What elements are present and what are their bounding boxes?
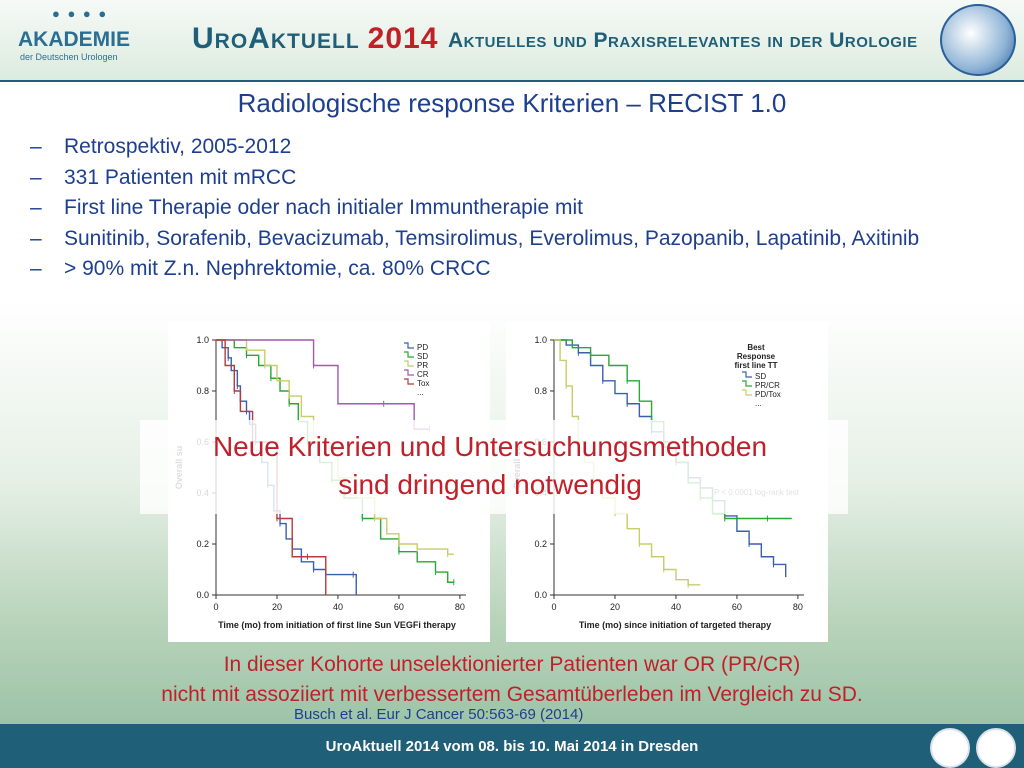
overlay-band [140,420,848,514]
slide-title: Radiologische response Kriterien – RECIS… [237,88,787,118]
bullet-item: – > 90% mit Z.n. Nephrektomie, ca. 80% CR… [30,254,930,285]
bullet-list: – Retrospektiv, 2005-2012 –331 Patienten … [30,132,930,285]
legend-title: Best [747,343,765,352]
slide-footer: UroAktuell 2014 vom 08. bis 10. Mai 2014… [0,724,1024,768]
x-tick-label: 40 [333,602,343,612]
bullet-text: Sunitinib, Sorafenib, Bevacizumab, Temsi… [64,226,920,250]
seal-left-icon [930,728,970,768]
anatomy-emblem-icon [940,4,1016,76]
bullet-text: 331 Patienten mit mRCC [64,165,297,189]
x-axis-label: Time (mo) since initiation of targeted t… [579,620,771,630]
y-tick-label: 1.0 [534,335,547,345]
y-tick-label: 0.2 [196,539,209,549]
conclusion: In dieser Kohorte unselektionierter Pati… [0,650,1024,710]
logo-symbols-icon: ● ● ● ● [52,6,109,21]
x-tick-label: 40 [671,602,681,612]
legend-swatch [404,351,414,358]
conclusion-line-1: In dieser Kohorte unselektionierter Pati… [223,653,801,676]
y-tick-label: 0.0 [196,590,209,600]
bullet-item: –331 Patienten mit mRCC [30,163,930,194]
brand-name: UroAktuell [192,22,360,55]
x-axis-label: Time (mo) from initiation of first line … [218,620,456,630]
legend-label: SD [417,352,428,361]
overlay-line-1: Neue Kriterien und Untersuchungsmethoden [212,431,768,462]
legend-swatch [742,389,752,396]
bullet-item: – Sunitinib, Sorafenib, Bevacizumab, Tems… [30,224,930,255]
logo-wordmark: AKADEMIE [18,28,131,51]
legend-swatch [742,380,752,387]
logo-subtitle: der Deutschen Urologen [20,52,118,62]
y-tick-label: 1.0 [196,335,209,345]
legend-swatch [742,371,752,378]
y-tick-label: 0.2 [534,539,547,549]
seal-right-icon [976,728,1016,768]
legend-more: ... [755,399,762,408]
x-tick-label: 60 [394,602,404,612]
legend-more: ... [417,388,424,397]
y-tick-label: 0.0 [534,590,547,600]
legend-label: SD [755,372,766,381]
overlay-statement: Neue Kriterien und Untersuchungsmethoden… [140,428,840,504]
bullet-marker: – [30,135,42,158]
bullet-marker: – [30,196,42,219]
legend-label: Tox [417,379,429,388]
km-curve-cr [216,339,430,430]
legend-swatch [404,378,414,385]
slide-header: ● ● ● ● AKADEMIE der Deutschen Urologen … [0,0,1024,82]
brand-year: 2014 [367,22,439,55]
legend-title: first line TT [734,361,777,370]
x-tick-label: 20 [272,602,282,612]
legend-swatch [404,342,414,349]
akademie-logo: ● ● ● ● AKADEMIE der Deutschen Urologen [14,6,154,68]
legend-title: Response [737,352,776,361]
y-tick-label: 0.8 [196,386,209,396]
legend-swatch [404,369,414,376]
brand-tagline: Aktuelles und Praxisrelevantes in der Ur… [448,29,918,52]
legend-label: PD [417,343,428,352]
brand-title: UroAktuell 2014 [192,22,438,56]
citation: Busch et al. Eur J Cancer 50:563-69 (201… [294,706,584,723]
bullet-text: > 90% mit Z.n. Nephrektomie, ca. 80% CRC… [64,257,491,280]
legend-label: CR [417,370,429,379]
conclusion-line-2: nicht mit assoziiert mit verbessertem Ge… [161,683,863,706]
footer-text: UroAktuell 2014 vom 08. bis 10. Mai 2014… [325,738,699,755]
overlay-line-2: sind dringend notwendig [338,469,642,500]
legend-label: PR [417,361,428,370]
bullet-marker: – [30,165,42,189]
x-tick-label: 20 [610,602,620,612]
bullet-item: – First line Therapie oder nach initialer… [30,193,930,224]
x-tick-label: 80 [793,602,803,612]
bullet-text: Retrospektiv, 2005-2012 [64,135,292,158]
x-tick-label: 0 [551,602,556,612]
bullet-text: First line Therapie oder nach initialer … [64,196,584,219]
y-tick-label: 0.8 [534,386,547,396]
legend-swatch [404,360,414,367]
bullet-marker: – [30,226,42,250]
x-tick-label: 80 [455,602,465,612]
bullet-marker: – [30,257,42,280]
legend-label: PD/Tox [755,390,781,399]
bullet-item: – Retrospektiv, 2005-2012 [30,132,930,163]
x-tick-label: 60 [732,602,742,612]
legend-label: PR/CR [755,381,780,390]
x-tick-label: 0 [213,602,218,612]
